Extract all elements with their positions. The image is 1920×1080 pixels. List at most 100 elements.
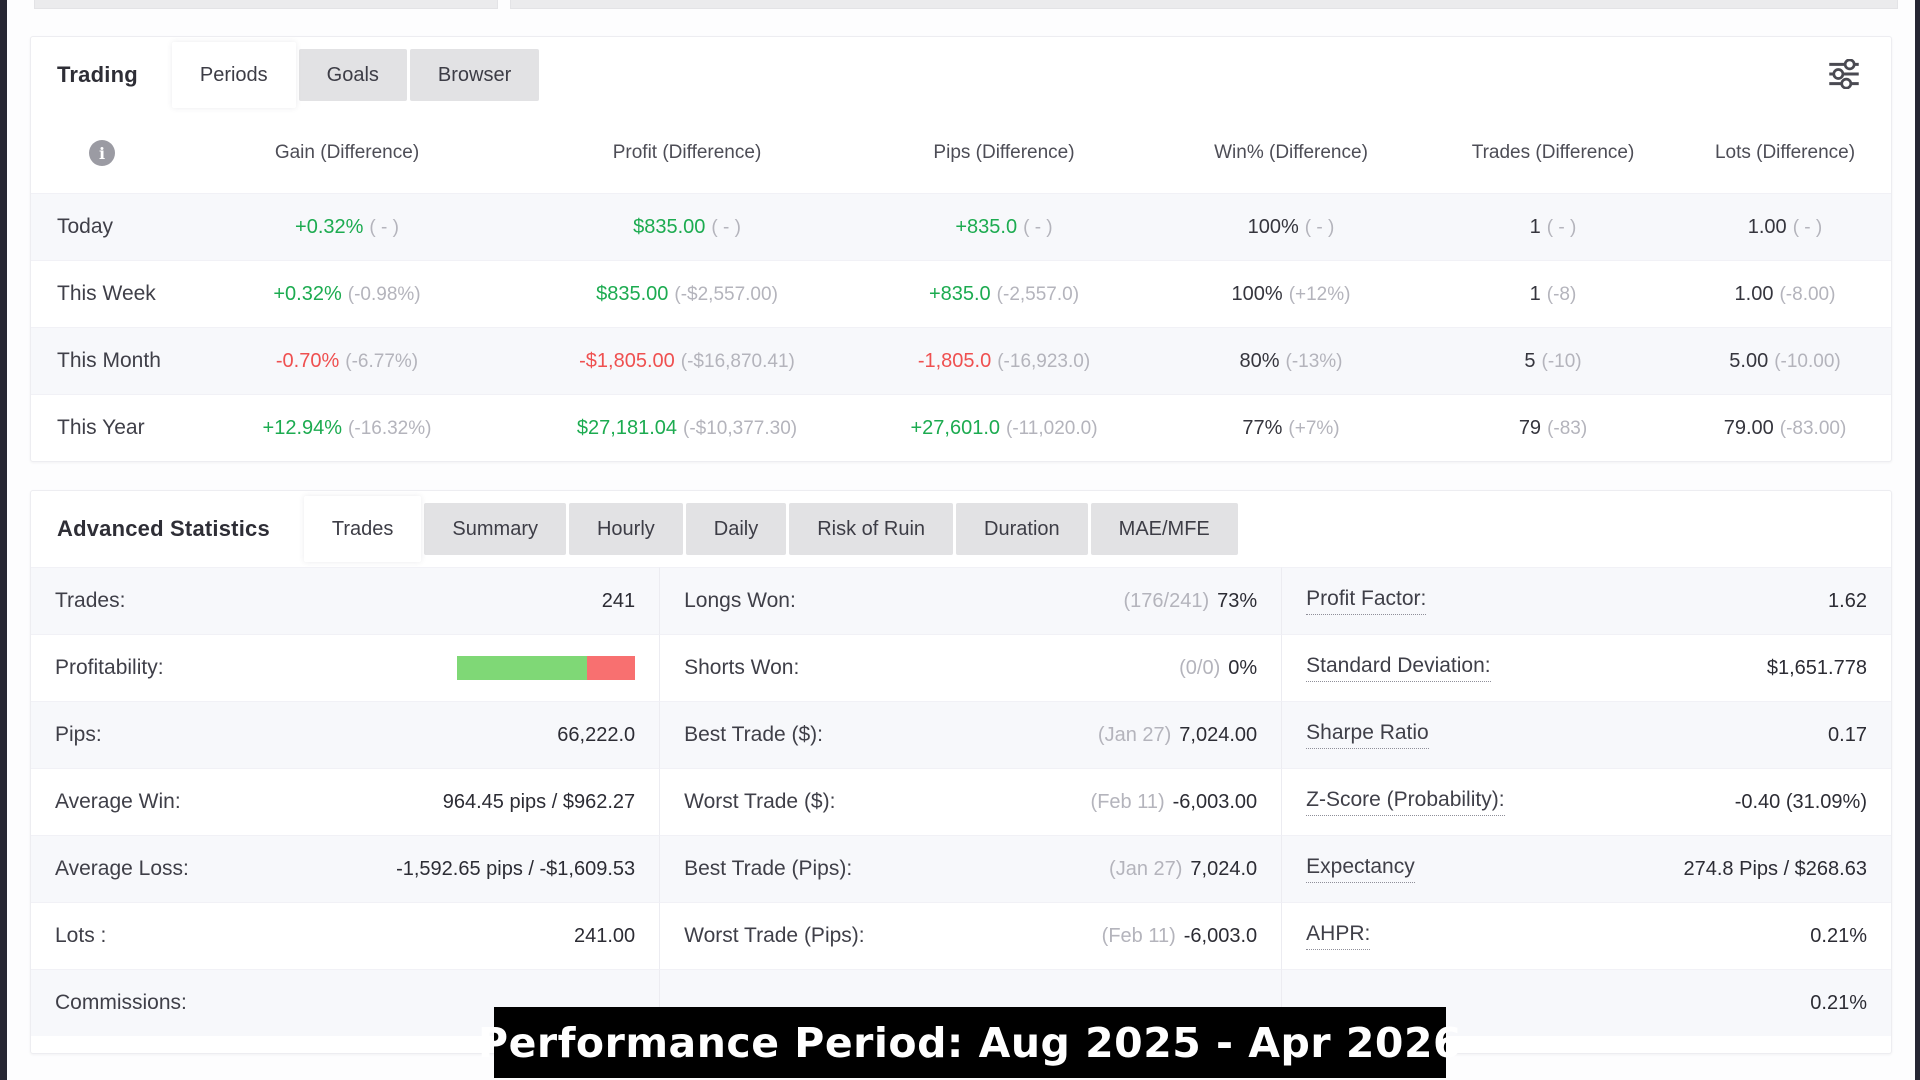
advanced-tabs: Trades Summary Hourly Daily Risk of Ruin…	[303, 496, 1238, 562]
profit-diff: (-$2,557.00)	[674, 283, 778, 305]
win-value: 80%	[1239, 349, 1280, 372]
advanced-statistics-panel: Advanced Statistics Trades Summary Hourl…	[30, 490, 1892, 1054]
win-diff: (-13%)	[1285, 350, 1343, 372]
gain-value: +12.94%	[262, 416, 343, 439]
trades-diff: (-83)	[1547, 417, 1588, 439]
tab-risk-of-ruin[interactable]: Risk of Ruin	[789, 503, 954, 555]
table-row-today: Today +0.32%( - ) $835.00( - ) +835.0( -…	[31, 193, 1891, 260]
profit-value: $835.00	[633, 215, 706, 238]
filter-settings-button[interactable]	[1823, 55, 1865, 96]
stat-z-score: Z-Score (Probability): -0.40 (31.09%)	[1281, 768, 1891, 835]
win-diff: (+7%)	[1288, 417, 1340, 439]
column-header-win: Win% (Difference)	[1214, 142, 1368, 163]
profitability-bar-red	[587, 656, 636, 680]
stat-average-loss: Average Loss: -1,592.65 pips / -$1,609.53	[31, 835, 660, 902]
trades-diff: (-10)	[1541, 350, 1582, 372]
table-row-this-year: This Year +12.94% (-16.32%) $27,181.04 (-$…	[31, 394, 1891, 461]
stat-worst-trade-pips: Worst Trade (Pips): (Feb 11) -6,003.0	[659, 902, 1282, 969]
gain-value: +0.32%	[273, 282, 342, 305]
pips-diff: (-11,020.0)	[1006, 417, 1098, 439]
profit-diff: ( - )	[711, 216, 741, 238]
stat-average-win: Average Win: 964.45 pips / $962.27	[31, 768, 660, 835]
pips-diff: ( - )	[1023, 216, 1053, 238]
info-icon[interactable]: i	[89, 140, 115, 166]
performance-period-banner: Performance Period: Aug 2025 - Apr 2026	[478, 1007, 1462, 1078]
win-value: 77%	[1242, 416, 1283, 439]
lots-diff: ( - )	[1792, 216, 1823, 238]
periods-table: i Gain (Difference) Profit (Difference) …	[31, 113, 1891, 461]
stat-expectancy: Expectancy 274.8 Pips / $268.63	[1281, 835, 1891, 902]
stat-best-trade-pips: Best Trade (Pips): (Jan 27) 7,024.0	[659, 835, 1282, 902]
tab-browser[interactable]: Browser	[409, 49, 540, 101]
trades-diff: ( - )	[1546, 216, 1577, 238]
profit-value: $27,181.04	[576, 416, 678, 439]
lots-value: 1.00	[1734, 282, 1774, 305]
lots-diff: (-10.00)	[1774, 350, 1841, 372]
column-header-profit: Profit (Difference)	[612, 142, 762, 163]
sliders-icon	[1827, 57, 1861, 92]
pips-value: -1,805.0	[917, 349, 992, 372]
column-header-trades: Trades (Difference)	[1471, 142, 1635, 163]
tab-trades[interactable]: Trades	[303, 496, 422, 562]
pips-value: +27,601.0	[910, 416, 1000, 439]
tab-daily[interactable]: Daily	[685, 503, 787, 555]
pips-diff: (-2,557.0)	[996, 283, 1080, 305]
column-header-gain: Gain (Difference)	[274, 142, 420, 163]
profit-value: -$1,805.00	[579, 349, 675, 372]
trading-tabs: Periods Goals Browser	[171, 42, 540, 108]
tab-periods[interactable]: Periods	[171, 42, 296, 108]
profit-diff: (-$10,377.30)	[683, 417, 798, 439]
profitability-bar	[457, 656, 636, 680]
gain-value: +0.32%	[295, 215, 364, 238]
profitability-bar-green	[457, 656, 588, 680]
lots-value: 79.00	[1723, 416, 1774, 439]
stat-lots: Lots :241.00	[31, 902, 660, 969]
trading-tabbar: Trading Periods Goals Browser	[31, 37, 1891, 113]
stat-pips: Pips: 66,222.0	[31, 701, 660, 768]
table-row-this-week: This Week +0.32% (-0.98%) $835.00 (-$2,557…	[31, 260, 1891, 327]
pips-value: +835.0	[955, 215, 1018, 238]
row-label: Today	[57, 215, 114, 238]
win-value: 100%	[1231, 282, 1283, 305]
row-label: This Year	[57, 416, 145, 439]
tab-summary[interactable]: Summary	[424, 503, 566, 555]
stat-profitability: Profitability:	[31, 634, 660, 701]
trades-value: 79	[1518, 416, 1542, 439]
tab-goals[interactable]: Goals	[298, 49, 407, 101]
pips-value: +835.0	[928, 282, 991, 305]
win-diff: ( - )	[1304, 216, 1335, 238]
trades-value: 1	[1529, 282, 1541, 305]
tab-mae-mfe[interactable]: MAE/MFE	[1090, 503, 1238, 555]
advanced-panel-title: Advanced Statistics	[57, 516, 270, 541]
column-header-lots: Lots (Difference)	[1714, 142, 1856, 163]
profit-diff: (-$16,870.41)	[680, 350, 795, 372]
gain-diff: ( - )	[369, 216, 399, 238]
gain-value: -0.70%	[275, 349, 340, 372]
advanced-tabbar: Advanced Statistics Trades Summary Hourl…	[31, 491, 1891, 567]
lots-value: 5.00	[1729, 349, 1769, 372]
pips-diff: (-16,923.0)	[997, 350, 1091, 372]
stat-profit-factor: Profit Factor: 1.62	[1281, 567, 1891, 634]
trading-panel-title: Trading	[57, 62, 138, 87]
top-card-remnant-left	[34, 0, 498, 9]
row-label: This Week	[57, 282, 156, 305]
stat-ahpr: AHPR: 0.21%	[1281, 902, 1891, 969]
periods-table-header: i Gain (Difference) Profit (Difference) …	[31, 113, 1891, 193]
tab-hourly[interactable]: Hourly	[568, 503, 683, 555]
page-right-edge	[1915, 0, 1920, 1080]
column-header-pips: Pips (Difference)	[933, 142, 1075, 163]
stat-worst-trade-dollar: Worst Trade ($): (Feb 11) -6,003.00	[659, 768, 1282, 835]
stat-standard-deviation: Standard Deviation: $1,651.778	[1281, 634, 1891, 701]
trades-value: 5	[1524, 349, 1536, 372]
tab-duration[interactable]: Duration	[956, 503, 1088, 555]
profit-value: $835.00	[596, 282, 669, 305]
lots-diff: (-8.00)	[1779, 283, 1836, 305]
table-row-this-month: This Month -0.70% (-6.77%) -$1,805.00 (-$1…	[31, 327, 1891, 394]
row-label: This Month	[57, 349, 161, 372]
win-value: 100%	[1247, 215, 1299, 238]
trading-panel: Trading Periods Goals Browser	[30, 36, 1892, 462]
gain-diff: (-16.32%)	[348, 417, 432, 439]
gain-diff: (-0.98%)	[347, 283, 421, 305]
trades-value: 1	[1529, 215, 1541, 238]
